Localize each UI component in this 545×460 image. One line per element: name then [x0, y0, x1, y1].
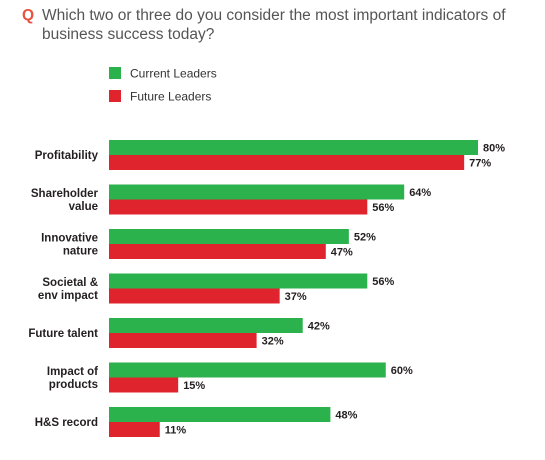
category-label-2-line-1: Shareholder [31, 188, 99, 200]
legend-swatch-1 [109, 67, 121, 79]
legend-swatch-2 [109, 90, 121, 102]
bar-future-7 [109, 422, 160, 437]
category-label-6-line-1: Impact of [47, 366, 98, 378]
value-label-current-7: 48% [335, 410, 357, 422]
value-label-current-4: 56% [372, 276, 394, 288]
value-label-current-3: 52% [354, 232, 376, 244]
value-label-future-6: 15% [183, 380, 205, 392]
bar-future-1 [109, 155, 465, 170]
bar-current-1 [109, 140, 478, 155]
value-label-future-4: 37% [285, 291, 307, 303]
category-label-3-line-1: Innovative [41, 233, 98, 245]
bar-current-2 [109, 184, 405, 200]
category-label-5: Future talent [28, 328, 98, 340]
bar-future-3 [109, 244, 326, 259]
value-label-future-1: 77% [469, 158, 491, 170]
question-mark-label: Q [22, 7, 35, 24]
bar-future-4 [109, 288, 280, 304]
bar-future-5 [109, 333, 257, 348]
value-label-future-3: 47% [331, 247, 353, 259]
category-label-7: H&S record [35, 417, 98, 429]
bar-current-6 [109, 362, 386, 378]
value-label-current-2: 64% [409, 187, 431, 199]
category-label-6-line-2: products [49, 379, 98, 391]
bar-current-5 [109, 318, 303, 333]
value-label-future-7: 11% [165, 425, 187, 437]
category-label-4-line-2: env impact [38, 290, 98, 302]
legend-label-2: Future Leaders [130, 90, 211, 104]
bar-future-6 [109, 377, 179, 393]
question-text: Which two or three do you consider the m… [42, 7, 506, 43]
category-label-1: Profitability [35, 150, 99, 162]
value-label-current-5: 42% [308, 321, 330, 333]
bar-current-3 [109, 229, 349, 244]
value-label-future-2: 56% [372, 202, 394, 214]
bar-current-7 [109, 407, 331, 422]
question-header: Q Which two or three do you consider the… [22, 6, 522, 44]
legend-label-1: Current Leaders [130, 67, 217, 81]
category-label-2-line-2: value [69, 201, 98, 213]
bar-current-4 [109, 273, 368, 289]
category-label-4-line-1: Societal & [42, 277, 98, 289]
value-label-current-1: 80% [483, 143, 505, 155]
category-label-3-line-2: nature [63, 246, 98, 258]
value-label-current-6: 60% [391, 365, 413, 377]
bar-future-2 [109, 199, 368, 215]
value-label-future-5: 32% [262, 336, 284, 348]
